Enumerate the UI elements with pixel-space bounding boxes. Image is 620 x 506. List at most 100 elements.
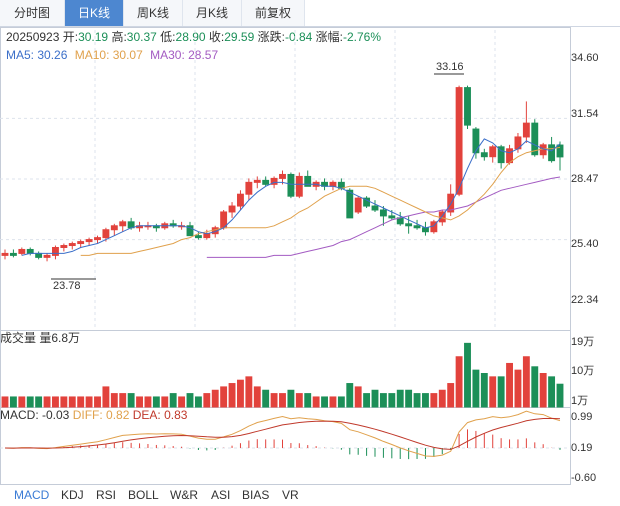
candle-body [77,241,85,245]
candle-body [497,146,505,164]
candle-body [388,215,396,219]
volume-bar [60,396,68,408]
candle-body [556,144,564,158]
tab-daily-kline[interactable]: 日K线 [65,0,124,26]
candle-body [1,252,9,256]
candle-body [413,225,421,229]
high-label: 高: [111,30,127,44]
candle-body [68,243,76,247]
candle-body [119,221,127,227]
macd-tick: 0.19 [571,442,593,454]
quote-info-line: 20250923 开:30.19 高:30.37 低:28.90 收:29.59… [6,28,381,45]
volume-bar [18,396,26,408]
volume-bar [464,342,471,408]
tab-weekly-kline[interactable]: 周K线 [124,0,183,26]
price-tick: 28.47 [571,173,599,185]
min-price-annotation: 23.78 [53,280,81,292]
volume-bar [203,393,211,408]
volume-bar [127,393,135,408]
volume-bar [312,396,320,408]
candle-body [26,248,34,254]
volume-bar [514,369,522,408]
tab-macd[interactable]: MACD [14,488,50,502]
volume-bar [94,396,101,408]
low-value: 28.90 [175,30,206,44]
candle-body [455,87,463,195]
volume-bar [43,396,51,408]
candle-body [194,235,202,239]
volume-bar [363,393,371,408]
volume-bar [489,376,497,408]
diff-line [4,410,561,457]
candle-body [60,245,68,248]
tab-monthly-kline[interactable]: 月K线 [183,0,242,26]
macd-legend: MACD: -0.03 DIFF: 0.82 DEA: 0.83 [0,408,187,422]
volume-bar [26,396,34,408]
tab-forward-adjusted[interactable]: 前复权 [242,0,305,26]
tab-wr[interactable]: W&R [170,488,198,502]
volume-bar [85,396,93,408]
volume-bar [548,376,556,408]
volume-bar [531,366,539,408]
quote-date: 20250923 [6,30,60,44]
tab-intraday[interactable]: 分时图 [0,0,65,26]
tab-vr[interactable]: VR [282,488,299,502]
volume-bar [110,393,118,408]
candle-body [110,225,118,231]
chart-period-tabs: 分时图 日K线 周K线 月K线 前复权 [0,0,620,27]
volume-bar [539,373,547,408]
tab-boll[interactable]: BOLL [128,488,159,502]
volume-bar [228,383,236,408]
tab-bias[interactable]: BIAS [242,488,270,502]
candle-body [245,181,253,195]
price-tick: 25.40 [571,238,599,250]
volume-bar [220,386,228,408]
volume-bar [270,393,278,408]
volume-bar [35,396,43,408]
dea-line [4,417,561,450]
price-tick: 31.54 [571,108,599,120]
candle-body [405,223,413,227]
candle-body [9,252,17,256]
high-value: 30.37 [126,30,157,44]
tab-kdj[interactable]: KDJ [61,488,84,502]
candle-body [186,225,194,237]
change-label: 涨跌: [257,30,285,44]
close-label: 收: [208,30,225,44]
candle-body [480,152,488,158]
open-value: 30.19 [78,30,109,44]
macd-value: MACD: -0.03 [0,408,70,422]
volume-bar [413,393,421,408]
volume-tick: 10万 [571,365,595,377]
volume-bar [346,383,354,408]
volume-tick: 1万 [571,395,589,407]
volume-bar [136,396,143,408]
volume-bar [455,356,463,408]
candle-body [203,233,211,239]
indicator-tabs: MACD KDJ RSI BOLL W&R ASI BIAS VR [0,486,620,506]
close-value: 29.59 [224,30,255,44]
tab-rsi[interactable]: RSI [96,488,117,502]
volume-bar [430,393,438,408]
volume-bar [480,373,488,408]
tab-asi[interactable]: ASI [211,488,231,502]
candle-body [354,197,362,213]
volume-bar [497,376,505,408]
volume-bar [169,393,177,408]
volume-bar [1,396,9,408]
volume-bar [253,386,261,408]
candle-body [85,239,93,243]
ma-legend: MA5: 30.26 MA10: 30.07 MA30: 28.57 [6,48,218,62]
macd-tick: 0.99 [571,411,593,423]
volume-bar [144,396,152,408]
volume-bar [556,383,564,408]
volume-bar [119,393,127,408]
volume-bar [245,376,253,408]
candle-body [304,175,312,187]
candle-body [270,177,278,185]
volume-amount: 量6.8万 [39,331,81,345]
volume-bar [354,386,362,408]
price-tick: 22.34 [571,294,599,306]
